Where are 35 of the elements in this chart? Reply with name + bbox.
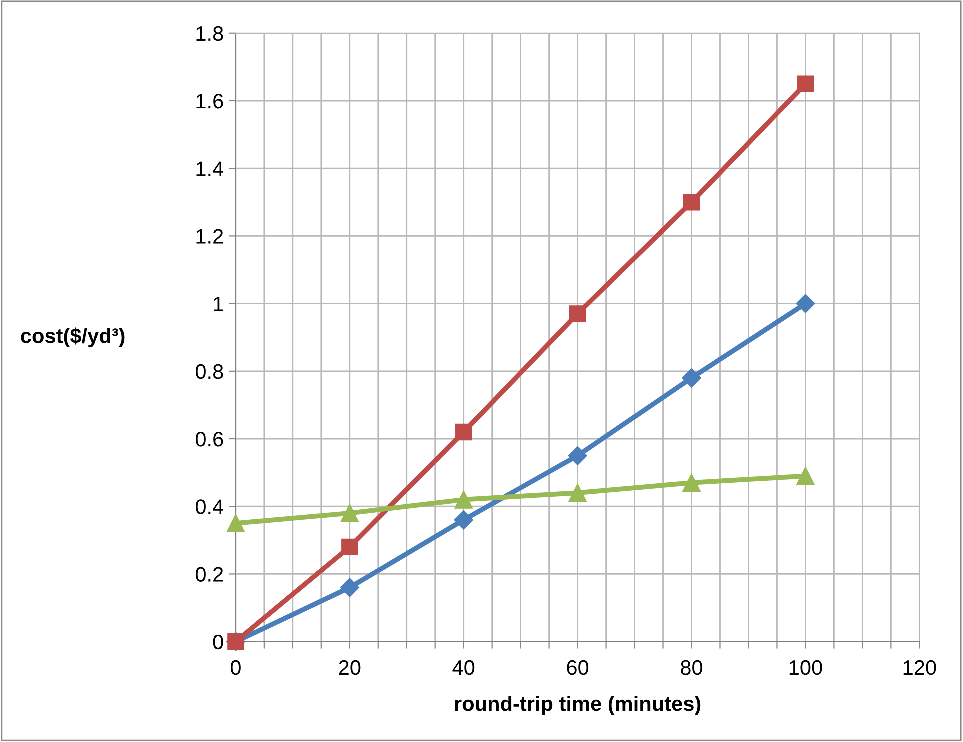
point [340, 578, 360, 598]
point [454, 510, 474, 530]
point [797, 76, 814, 92]
point [568, 446, 588, 466]
y-tick-label: 1 [214, 297, 224, 312]
point [796, 467, 815, 486]
y-tick-label: 1.8 [196, 26, 224, 42]
y-tick-label: 1.4 [196, 162, 224, 176]
y-tick-label: 0.6 [196, 432, 224, 447]
x-tick-label: 60 [567, 660, 589, 676]
y-tick-label: 1.2 [196, 229, 224, 244]
point [342, 538, 358, 556]
point [796, 294, 816, 314]
x-tick-label: 40 [452, 660, 475, 676]
y-tick-label: 0.2 [196, 567, 224, 582]
point [226, 514, 245, 533]
point [340, 504, 359, 522]
y-tick-label: 0 [213, 634, 224, 650]
x-tick-label: 80 [681, 660, 703, 676]
x-tick-label: 0 [230, 660, 241, 676]
point [569, 306, 586, 322]
y-tick-label: 0.8 [196, 364, 224, 380]
point [454, 490, 473, 509]
point [568, 484, 587, 502]
x-axis-title: round-trip time (minutes) [455, 696, 701, 716]
x-tick-label: 120 [904, 660, 936, 676]
y-tick-label: 0.4 [196, 500, 224, 514]
x-tick-label: 100 [790, 660, 822, 676]
point [683, 194, 700, 211]
point [682, 368, 702, 388]
point [456, 424, 472, 441]
point [682, 474, 701, 492]
y-axis-title: cost($/yd³) [21, 328, 125, 348]
y-tick-label: 1.6 [196, 94, 224, 109]
x-tick-label: 20 [339, 660, 361, 676]
